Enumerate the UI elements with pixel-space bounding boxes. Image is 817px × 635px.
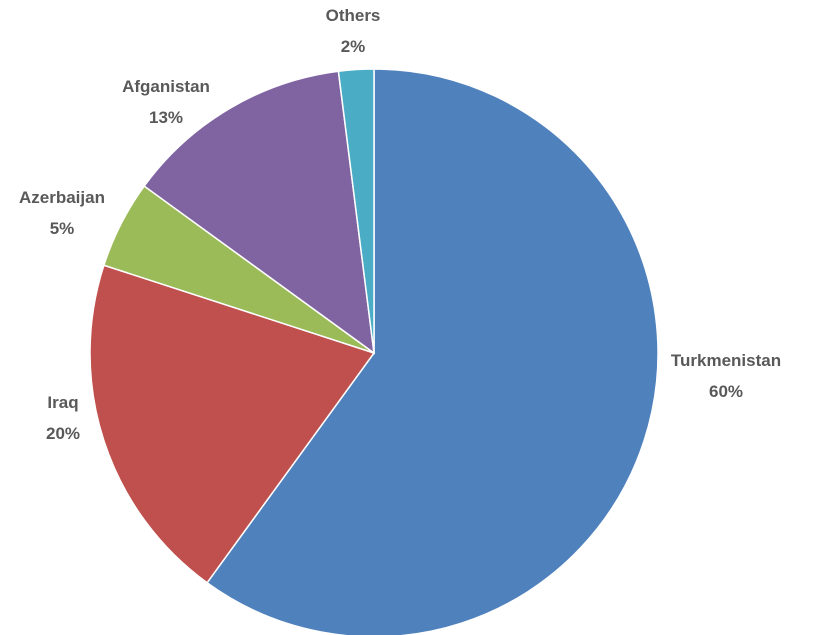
data-label-others: Others 2% bbox=[326, 6, 381, 56]
data-label-afganistan: Afganistan 13% bbox=[122, 77, 210, 127]
pie-slice-turkmenistan bbox=[206, 68, 659, 635]
data-label-category: Afganistan bbox=[122, 77, 210, 96]
data-label-percent: 2% bbox=[341, 37, 366, 56]
pie-slice-iraq bbox=[89, 264, 376, 584]
data-label-category: Others bbox=[326, 6, 381, 25]
pie-data-labels: Turkmenistan 60% Iraq 20% Azerbaijan 5% Afgani… bbox=[19, 6, 781, 443]
data-label-turkmenistan: Turkmenistan 60% bbox=[671, 351, 781, 401]
data-label-percent: 5% bbox=[50, 219, 75, 238]
data-label-category: Iraq bbox=[47, 393, 78, 412]
data-label-percent: 20% bbox=[46, 424, 80, 443]
data-label-percent: 13% bbox=[149, 108, 183, 127]
pie-slices bbox=[89, 68, 659, 635]
data-label-azerbaijan: Azerbaijan 5% bbox=[19, 188, 105, 238]
pie-slice-afganistan bbox=[143, 70, 375, 355]
data-label-category: Azerbaijan bbox=[19, 188, 105, 207]
data-label-percent: 60% bbox=[709, 382, 743, 401]
data-label-iraq: Iraq 20% bbox=[46, 393, 80, 443]
pie-slice-others bbox=[337, 68, 375, 354]
data-label-category: Turkmenistan bbox=[671, 351, 781, 370]
